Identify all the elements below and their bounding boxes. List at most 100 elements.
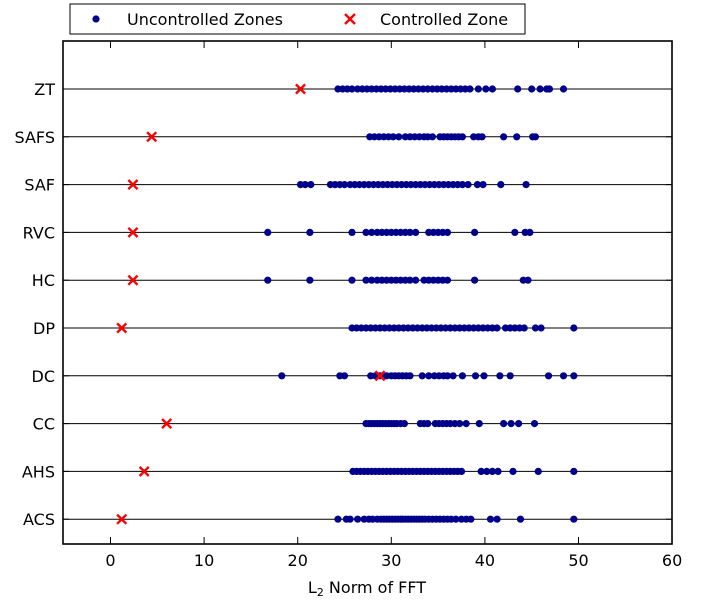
uncontrolled-point bbox=[467, 515, 475, 523]
y-tick-label: ACS bbox=[23, 510, 55, 529]
uncontrolled-point bbox=[528, 85, 536, 93]
uncontrolled-point bbox=[570, 324, 578, 332]
uncontrolled-point bbox=[456, 420, 464, 428]
uncontrolled-point bbox=[479, 181, 487, 189]
uncontrolled-point bbox=[516, 515, 525, 523]
uncontrolled-point bbox=[471, 228, 479, 236]
uncontrolled-point bbox=[482, 85, 490, 93]
uncontrolled-point bbox=[544, 372, 553, 380]
uncontrolled-point bbox=[530, 420, 539, 428]
uncontrolled-point bbox=[500, 133, 508, 141]
uncontrolled-point bbox=[449, 372, 457, 380]
uncontrolled-point bbox=[428, 133, 437, 141]
y-tick-label: ZT bbox=[34, 80, 55, 99]
uncontrolled-point bbox=[494, 467, 502, 476]
uncontrolled-point bbox=[493, 324, 501, 332]
uncontrolled-point bbox=[531, 133, 540, 141]
uncontrolled-point bbox=[480, 372, 488, 380]
y-tick-label: DC bbox=[32, 367, 56, 386]
uncontrolled-point bbox=[524, 276, 532, 284]
uncontrolled-point bbox=[507, 420, 515, 428]
uncontrolled-point bbox=[264, 276, 272, 284]
legend-controlled-marker bbox=[344, 13, 356, 25]
controlled-markers bbox=[116, 83, 386, 525]
uncontrolled-point bbox=[424, 420, 432, 428]
uncontrolled-point bbox=[534, 467, 542, 476]
uncontrolled-point bbox=[497, 181, 505, 189]
controlled-point bbox=[116, 322, 128, 334]
uncontrolled-point bbox=[278, 372, 286, 380]
controlled-point bbox=[127, 226, 139, 238]
uncontrolled-point bbox=[264, 228, 272, 236]
controlled-point bbox=[374, 370, 386, 382]
legend-box bbox=[69, 3, 526, 35]
y-tick-label: DP bbox=[33, 319, 55, 338]
uncontrolled-point bbox=[443, 276, 452, 284]
uncontrolled-point bbox=[457, 467, 466, 476]
uncontrolled-point bbox=[458, 133, 467, 141]
controlled-point bbox=[161, 418, 173, 430]
uncontrolled-point bbox=[511, 228, 519, 236]
x-tick-label: 10 bbox=[194, 551, 214, 570]
uncontrolled-point bbox=[471, 372, 480, 380]
uncontrolled-point bbox=[400, 420, 409, 428]
uncontrolled-point bbox=[306, 276, 314, 284]
controlled-point bbox=[295, 83, 306, 95]
y-axis-ticks: ACS AHS CC DC DP HC RVC SAF SAFS ZT bbox=[15, 80, 672, 529]
uncontrolled-point bbox=[474, 85, 482, 93]
uncontrolled-point bbox=[395, 133, 403, 141]
uncontrolled-point bbox=[559, 372, 568, 380]
y-tick-label: RVC bbox=[23, 223, 55, 242]
y-tick-label: SAFS bbox=[15, 128, 55, 147]
x-tick-label: 20 bbox=[288, 551, 308, 570]
y-tick-label: SAF bbox=[24, 176, 55, 195]
legend: Uncontrolled Zones Controlled Zone bbox=[69, 3, 526, 35]
x-tick-label: 50 bbox=[568, 551, 588, 570]
uncontrolled-point bbox=[488, 85, 496, 93]
legend-uncontrolled-marker bbox=[92, 15, 100, 23]
x-tick-label: 0 bbox=[105, 551, 115, 570]
uncontrolled-point bbox=[522, 181, 530, 189]
uncontrolled-point bbox=[514, 85, 522, 93]
legend-controlled-label: Controlled Zone bbox=[380, 10, 508, 29]
uncontrolled-point bbox=[509, 467, 517, 476]
uncontrolled-point bbox=[348, 228, 356, 236]
uncontrolled-point bbox=[307, 181, 315, 189]
controlled-point bbox=[146, 131, 158, 143]
uncontrolled-point bbox=[536, 85, 544, 93]
legend-uncontrolled-label: Uncontrolled Zones bbox=[127, 10, 283, 29]
uncontrolled-point bbox=[545, 85, 554, 93]
uncontrolled-point bbox=[443, 228, 452, 236]
controlled-point bbox=[127, 274, 139, 286]
uncontrolled-point bbox=[570, 467, 578, 476]
uncontrolled-point bbox=[493, 515, 501, 523]
controlled-point bbox=[127, 179, 139, 191]
uncontrolled-point bbox=[513, 133, 521, 141]
uncontrolled-point bbox=[354, 515, 362, 523]
uncontrolled-point bbox=[418, 372, 426, 380]
uncontrolled-point bbox=[348, 276, 356, 284]
uncontrolled-point bbox=[334, 515, 342, 523]
uncontrolled-point bbox=[458, 372, 467, 380]
y-tick-label: AHS bbox=[22, 462, 55, 481]
uncontrolled-point bbox=[464, 181, 472, 189]
uncontrolled-point bbox=[462, 420, 470, 428]
uncontrolled-markers bbox=[264, 85, 578, 523]
x-axis-label: L2 Norm of FFT bbox=[308, 578, 426, 599]
plot-frame bbox=[62, 40, 673, 545]
uncontrolled-point bbox=[466, 85, 474, 93]
uncontrolled-point bbox=[514, 420, 523, 428]
uncontrolled-point bbox=[346, 515, 354, 523]
uncontrolled-point bbox=[537, 324, 545, 332]
uncontrolled-point bbox=[475, 420, 483, 428]
uncontrolled-point bbox=[412, 228, 420, 236]
controlled-point bbox=[138, 465, 150, 477]
uncontrolled-point bbox=[520, 324, 528, 332]
uncontrolled-point bbox=[486, 515, 495, 523]
x-tick-label: 30 bbox=[381, 551, 401, 570]
uncontrolled-point bbox=[526, 228, 534, 236]
uncontrolled-point bbox=[471, 276, 479, 284]
uncontrolled-point bbox=[306, 228, 314, 236]
